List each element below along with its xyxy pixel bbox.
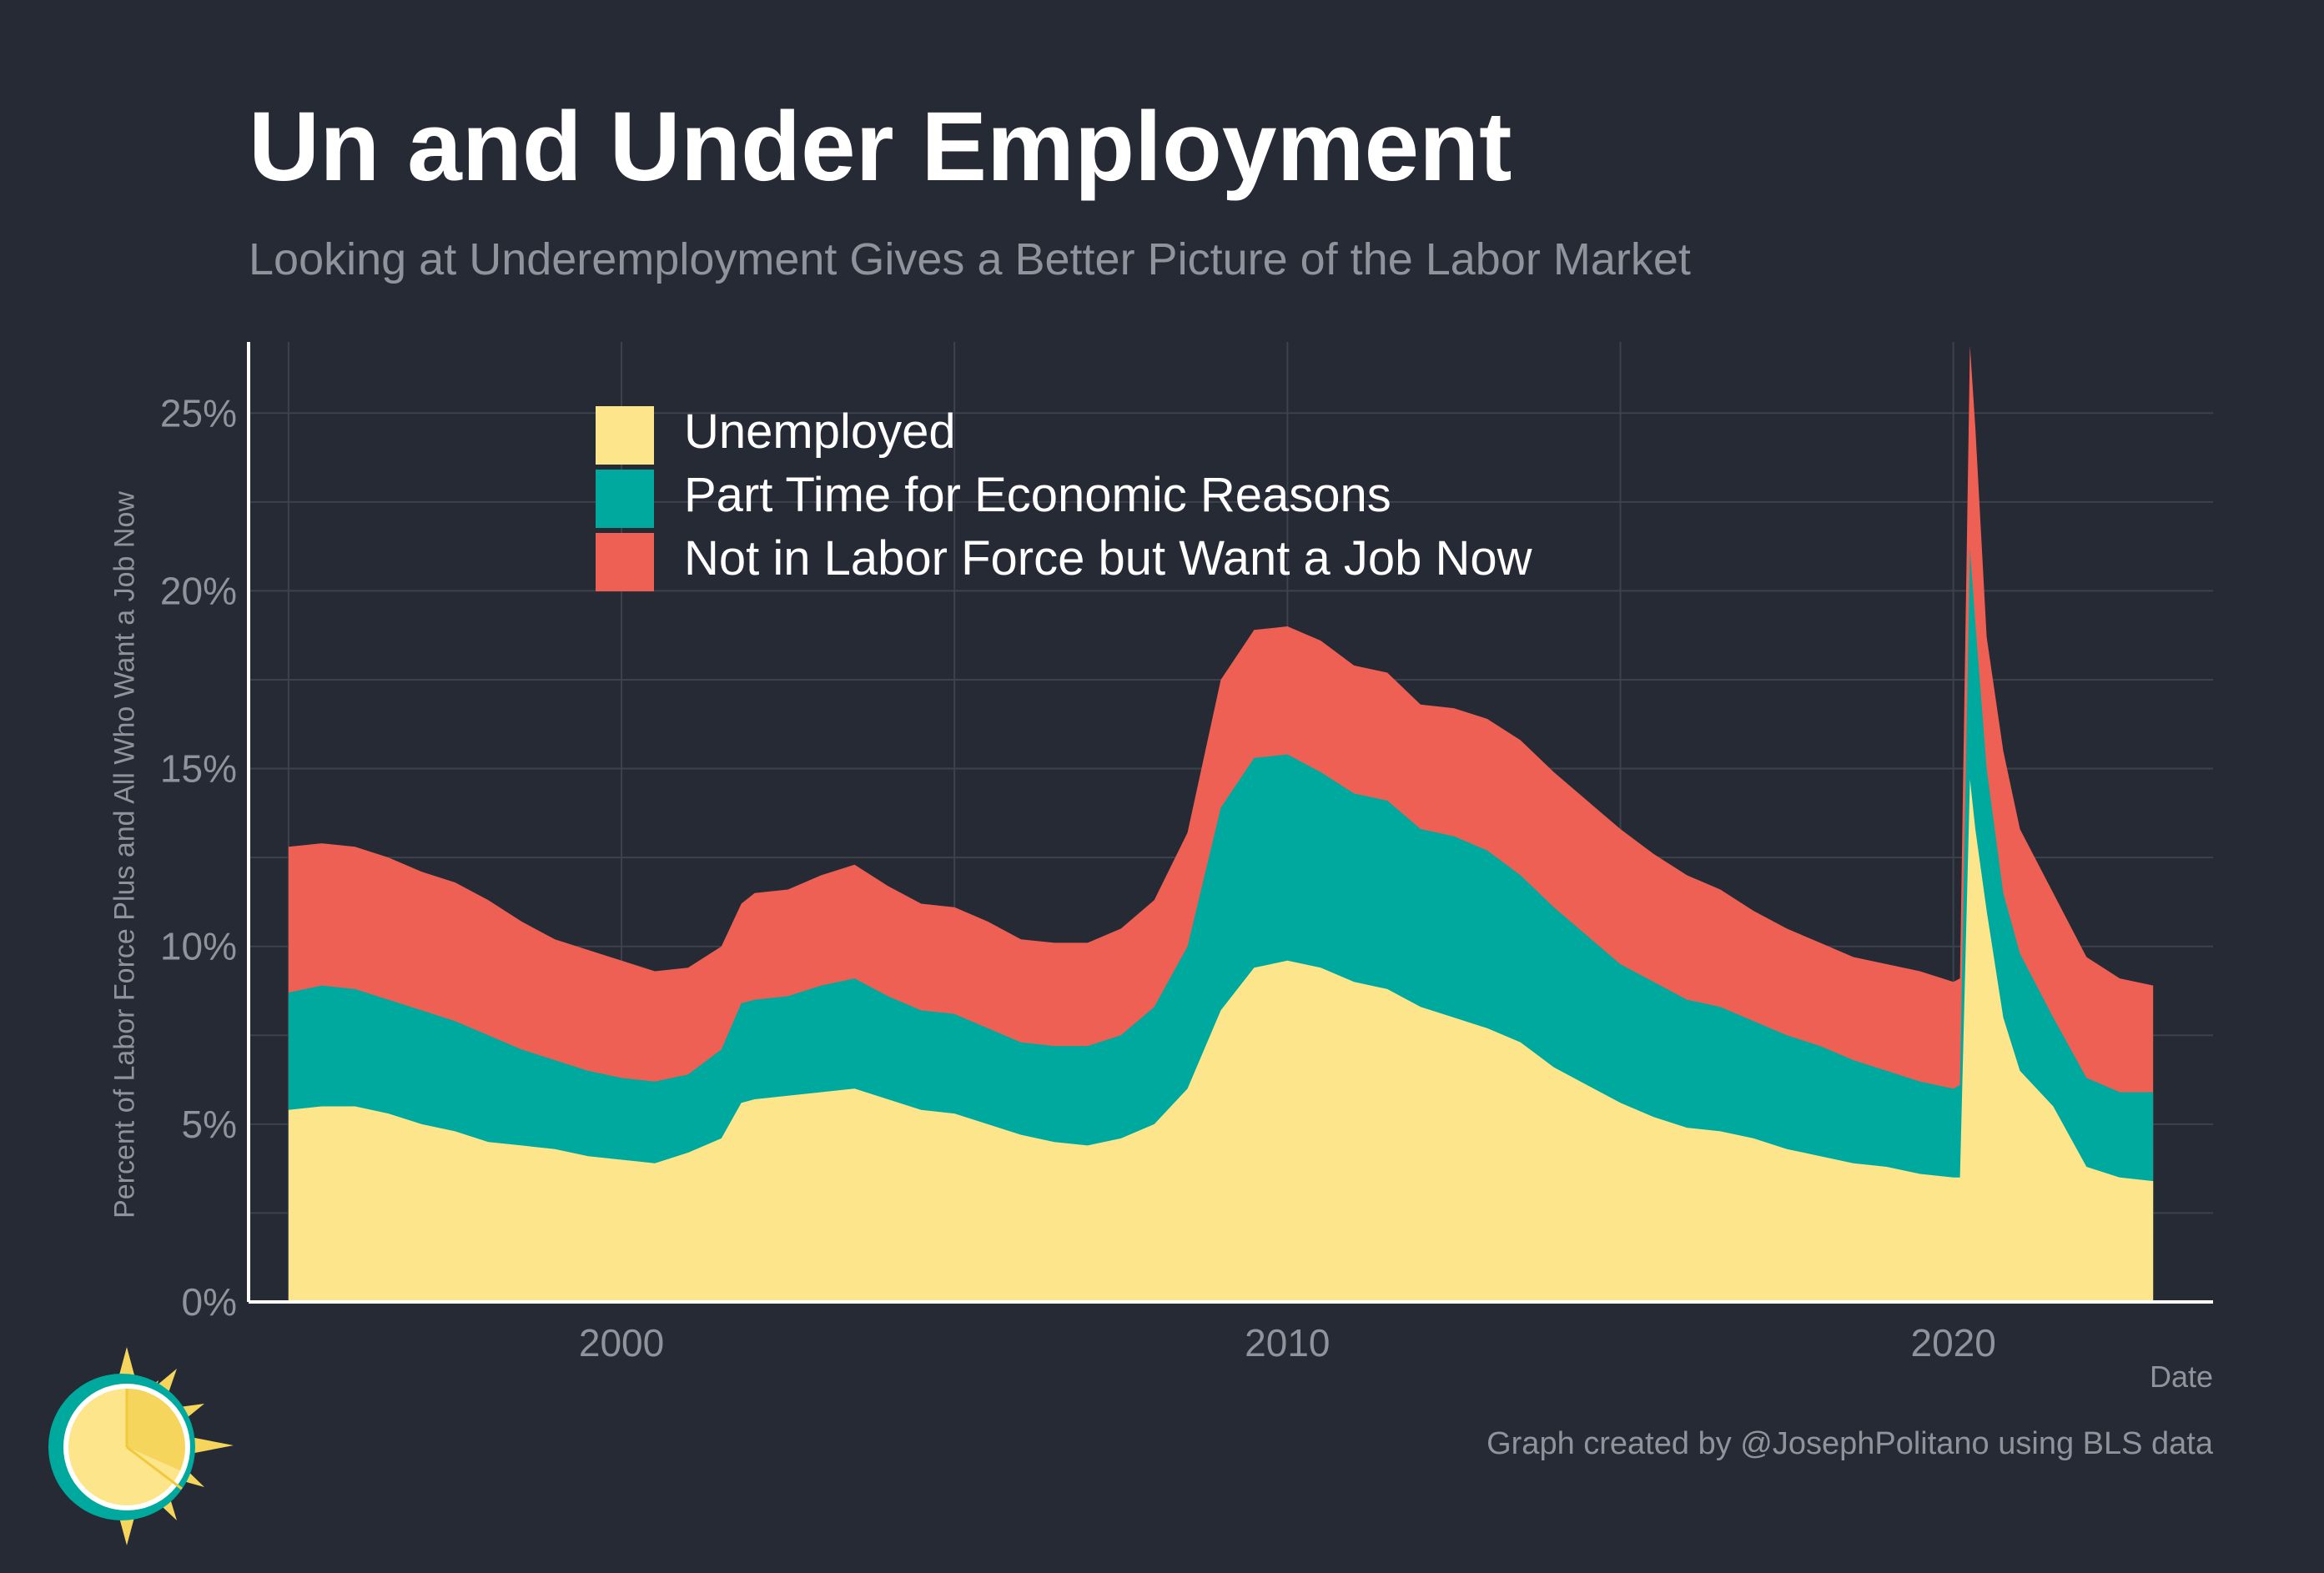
y-tick-label: 20% (160, 569, 237, 612)
x-axis-title: Date (2149, 1359, 2213, 1394)
y-tick-label: 0% (182, 1280, 237, 1324)
area-unemployed (288, 779, 2154, 1302)
x-tick-label: 2010 (1245, 1321, 1330, 1364)
legend-label: Part Time for Economic Reasons (684, 468, 1391, 522)
legend-swatch (596, 406, 654, 465)
chart-subtitle: Looking at Underemployment Gives a Bette… (249, 234, 1691, 284)
credit-text: Graph created by @JosephPolitano using B… (1486, 1426, 2213, 1461)
ticks: 0% 5% 10% 15% 20% 25% 2000 2010 2020 (160, 391, 1996, 1364)
legend-label: Unemployed (684, 405, 956, 459)
chart-title: Un and Under Employment (249, 92, 1512, 202)
legend: Unemployed Part Time for Economic Reasons… (596, 405, 1533, 591)
y-tick-label: 25% (160, 391, 237, 435)
y-tick-label: 15% (160, 747, 237, 791)
legend-label: Not in Labor Force but Want a Job Now (684, 531, 1533, 585)
x-tick-label: 2020 (1910, 1321, 1995, 1364)
areas (288, 345, 2154, 1302)
x-tick-label: 2000 (579, 1321, 664, 1364)
sun-clock-icon (48, 1347, 234, 1545)
legend-swatch (596, 533, 654, 591)
y-axis-title: Percent of Labor Force Plus and All Who … (108, 491, 141, 1219)
y-tick-label: 10% (160, 925, 237, 968)
legend-swatch (596, 470, 654, 528)
axes (247, 342, 2213, 1304)
y-tick-label: 5% (182, 1103, 237, 1146)
